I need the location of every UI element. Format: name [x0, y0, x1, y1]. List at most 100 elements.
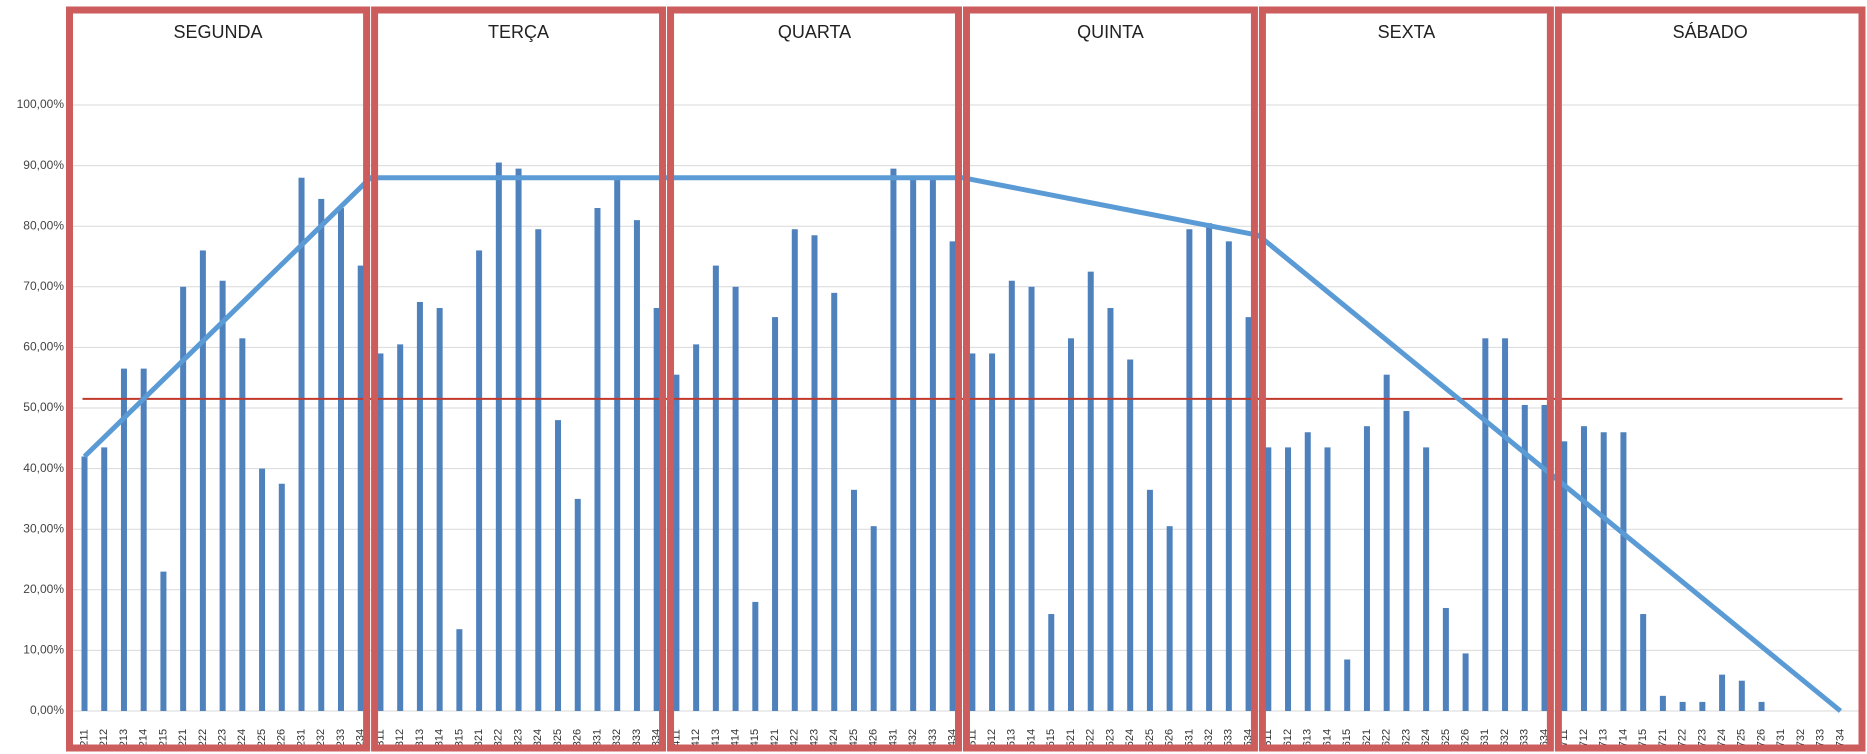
- bar: [1028, 286, 1035, 711]
- bar: [1640, 614, 1647, 711]
- bar: [752, 601, 759, 711]
- y-tick-label: 70,00%: [23, 279, 64, 293]
- x-tick-label: 221: [177, 729, 189, 747]
- bar: [1245, 317, 1252, 711]
- x-tick-label: 222: [197, 729, 209, 747]
- trend-line: [82, 175, 1843, 713]
- bar: [1225, 241, 1232, 711]
- x-tick-label: 433: [927, 729, 939, 747]
- bar: [890, 168, 897, 711]
- x-tick-label: 332: [611, 729, 623, 747]
- x-tick-label: 512: [986, 729, 998, 747]
- x-tick-label: 732: [1795, 729, 1807, 747]
- bar: [574, 498, 581, 711]
- x-tick-label: 721: [1657, 729, 1669, 747]
- bar: [219, 280, 226, 711]
- bar: [1048, 614, 1055, 711]
- bar: [120, 368, 127, 711]
- day-box: [962, 6, 1258, 752]
- y-tick-label: 80,00%: [23, 218, 64, 232]
- y-tick-label: 30,00%: [23, 521, 64, 535]
- y-tick-label: 10,00%: [23, 643, 64, 657]
- bar: [772, 317, 779, 711]
- bar: [633, 220, 640, 711]
- bar: [1127, 359, 1134, 711]
- bar: [555, 420, 562, 711]
- x-tick-label: 322: [493, 729, 505, 747]
- x-tick-label: 326: [572, 729, 584, 747]
- bar: [1166, 526, 1173, 711]
- x-tick-label: 524: [1124, 729, 1136, 747]
- x-tick-label: 212: [98, 729, 110, 747]
- day-box: [371, 6, 667, 752]
- x-tick-label: 321: [473, 729, 485, 747]
- bar: [1620, 432, 1627, 711]
- bar: [81, 456, 88, 711]
- bar: [1423, 447, 1430, 711]
- x-tick-label: 532: [1203, 729, 1215, 747]
- day-label: SÁBADO: [1673, 22, 1748, 42]
- bar: [1324, 447, 1331, 711]
- x-tick-label: 423: [808, 729, 820, 747]
- bar: [160, 571, 167, 711]
- bar: [1442, 607, 1449, 711]
- x-tick-label: 432: [907, 729, 919, 747]
- bar: [969, 353, 976, 711]
- bar: [1008, 280, 1015, 711]
- x-tick-label: 424: [828, 729, 840, 747]
- day-box: [667, 6, 962, 752]
- x-tick-label: 531: [1183, 729, 1195, 747]
- x-tick-label: 621: [1361, 729, 1373, 747]
- x-tick-label: 623: [1400, 729, 1412, 747]
- bar: [791, 229, 798, 712]
- x-tick-label: 421: [769, 729, 781, 747]
- x-tick-label: 431: [887, 729, 899, 747]
- x-tick-label: 632: [1499, 729, 1511, 747]
- bar: [1344, 659, 1351, 711]
- bar: [1068, 338, 1074, 711]
- x-tick-label: 522: [1085, 729, 1097, 747]
- bar: [180, 286, 187, 711]
- y-tick-label: 90,00%: [23, 158, 64, 172]
- bar: [140, 368, 147, 711]
- bar: [416, 301, 423, 711]
- x-tick-label: 626: [1460, 729, 1472, 747]
- x-tick-label: 613: [1302, 729, 1314, 747]
- bar: [239, 338, 246, 711]
- x-tick-label: 726: [1755, 729, 1767, 747]
- bar: [1265, 447, 1272, 711]
- x-tick-label: 325: [552, 729, 564, 747]
- day-label: SEGUNDA: [174, 22, 263, 42]
- bar: [1482, 338, 1489, 711]
- bar: [929, 177, 936, 712]
- bar: [436, 308, 443, 711]
- bar: [1738, 680, 1745, 711]
- x-tick-label: 213: [118, 729, 130, 747]
- x-tick-label: 426: [868, 729, 880, 747]
- x-tick-label: 515: [1045, 729, 1057, 747]
- x-tick-label: 232: [315, 729, 327, 747]
- x-tick-label: 223: [217, 729, 229, 747]
- bar: [949, 241, 956, 711]
- bar: [1383, 374, 1390, 711]
- bar: [594, 208, 601, 711]
- x-tick-label: 713: [1598, 729, 1610, 747]
- x-tick-label: 412: [690, 729, 702, 747]
- x-tick-label: 413: [710, 729, 722, 747]
- bar: [989, 353, 996, 711]
- x-tick-label: 724: [1716, 729, 1728, 747]
- x-tick-label: 624: [1420, 729, 1432, 747]
- x-tick-label: 723: [1696, 729, 1708, 747]
- x-tick-label: 715: [1637, 729, 1649, 747]
- day-label: QUINTA: [1077, 22, 1144, 42]
- bar: [1541, 404, 1548, 711]
- bar: [1561, 441, 1568, 711]
- x-tick-label: 631: [1479, 729, 1491, 747]
- bar: [1186, 229, 1193, 712]
- bar: [377, 353, 384, 711]
- bar: [298, 177, 305, 712]
- x-tick-label: 226: [276, 729, 288, 747]
- x-tick-label: 214: [138, 729, 150, 747]
- y-tick-label: 20,00%: [23, 582, 64, 596]
